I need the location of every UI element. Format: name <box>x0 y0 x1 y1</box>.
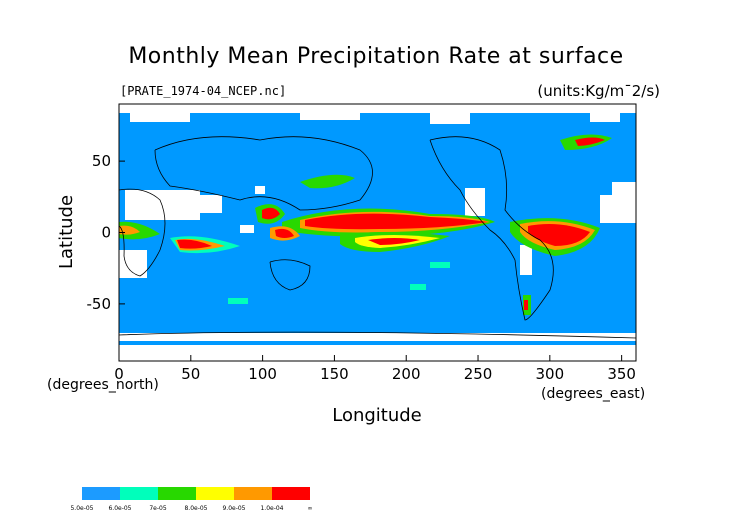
precip-rate-bands <box>119 134 612 315</box>
map-title: Monthly Mean Precipitation Rate at surfa… <box>128 44 624 69</box>
x-tick-label: 350 <box>607 365 636 383</box>
color-legend-label: 7e-05 <box>149 505 166 512</box>
y-tick-label: 0 <box>101 224 111 242</box>
x-axis-ticks: 0 50 100 150 200 250 300 350 <box>114 355 636 383</box>
x-axis-label: Longitude <box>332 405 422 426</box>
y-unit-label: (degrees_north) <box>47 377 159 393</box>
color-swatch <box>272 487 310 500</box>
x-tick-label: 150 <box>320 365 349 383</box>
color-legend-label: 6.0e-05 <box>108 505 131 512</box>
color-swatch <box>196 487 234 500</box>
color-swatch <box>120 487 158 500</box>
x-tick-label: 250 <box>464 365 493 383</box>
color-legend-label: 5.0e-05 <box>70 505 93 512</box>
y-tick-label: 50 <box>92 152 111 170</box>
color-swatch <box>158 487 196 500</box>
y-tick-label: -50 <box>87 295 112 313</box>
x-tick-label: 200 <box>392 365 421 383</box>
x-unit-label: (degrees_east) <box>541 386 645 402</box>
units-label: (units:Kg/m¯2/s) <box>537 82 660 100</box>
color-legend-label: 1.0e-04 <box>260 505 283 512</box>
file-label: [PRATE_1974-04_NCEP.nc] <box>120 84 287 98</box>
x-tick-label: 50 <box>181 365 200 383</box>
color-legend: 5.0e-05 6.0e-05 7e-05 8.0e-05 9.0e-05 1.0e-04… <box>70 487 313 512</box>
x-tick-label: 0 <box>114 365 124 383</box>
map-panel <box>118 103 637 362</box>
missing-data-regions <box>119 104 636 361</box>
color-swatch <box>234 487 272 500</box>
color-legend-label: 8.0e-05 <box>184 505 207 512</box>
y-axis-ticks: -50 0 50 <box>87 152 125 313</box>
color-legend-label: 9.0e-05 <box>222 505 245 512</box>
x-tick-label: 300 <box>536 365 565 383</box>
y-axis-label: Latitude <box>56 195 77 269</box>
coastlines <box>118 136 637 339</box>
color-legend-label: ∞ <box>308 505 313 512</box>
itcz-band-core <box>305 213 488 230</box>
color-swatch <box>82 487 120 500</box>
x-tick-label: 100 <box>248 365 277 383</box>
